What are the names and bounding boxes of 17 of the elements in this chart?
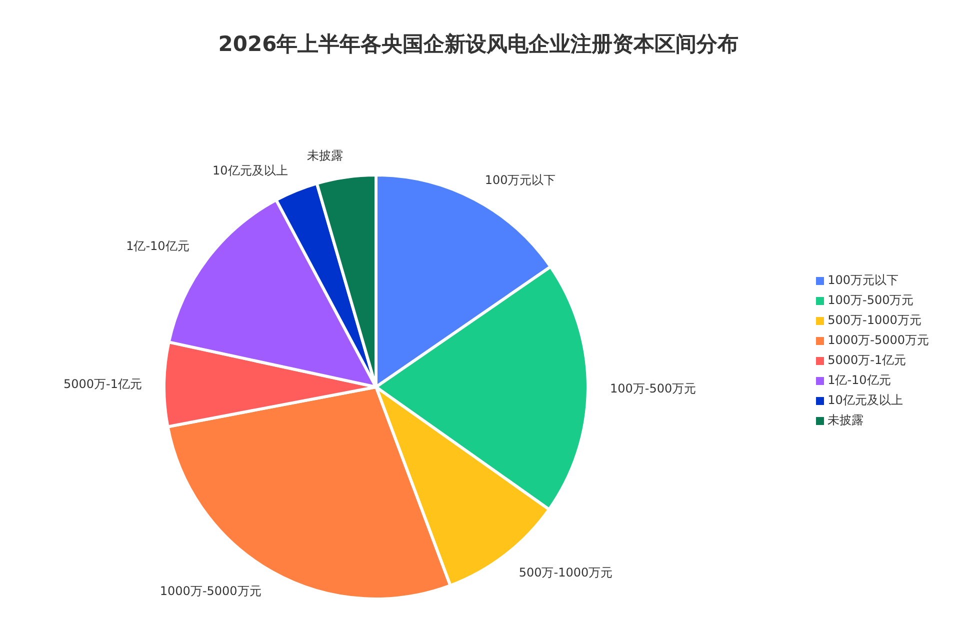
slice-label: 1000万-5000万元 <box>160 584 262 598</box>
slice-label: 500万-1000万元 <box>518 565 613 580</box>
slice-label: 100万-500万元 <box>610 381 696 396</box>
legend-label: 5000万-1亿元 <box>828 353 906 367</box>
legend-label: 10亿元及以上 <box>828 393 903 407</box>
slice-label: 1亿-10亿元 <box>126 238 190 253</box>
legend-label: 1亿-10亿元 <box>828 373 891 387</box>
legend-label: 1000万-5000万元 <box>828 333 929 347</box>
slice-label: 5000万-1亿元 <box>64 377 142 392</box>
legend-label: 100万元以下 <box>828 273 898 287</box>
slice-label: 100万元以下 <box>484 172 556 187</box>
slice-label: 未披露 <box>307 148 344 162</box>
legend-label: 500万-1000万元 <box>828 313 922 327</box>
legend-label: 未披露 <box>828 413 864 427</box>
legend-label: 100万-500万元 <box>828 293 914 307</box>
slice-label: 10亿元及以上 <box>212 163 288 178</box>
chart-title: 2026年上半年各央国企新设风电企业注册资本区间分布 <box>217 31 740 58</box>
